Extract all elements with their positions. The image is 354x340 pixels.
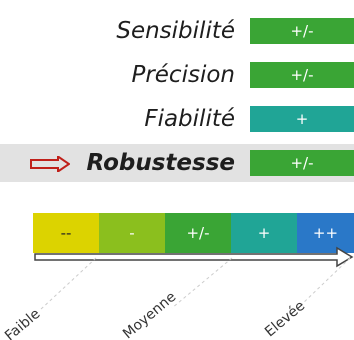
criterion-row-sensibilite: Sensibilité +/- [0, 12, 354, 50]
scale-segment: + [231, 213, 297, 253]
right-arrow-icon [30, 156, 70, 172]
criterion-rating-box: + [250, 106, 354, 132]
criterion-rating-box: +/- [250, 150, 354, 176]
criterion-row-fiabilite: Fiabilité + [0, 100, 354, 138]
scale-segment: +/- [165, 213, 231, 253]
criterion-label: Précision [131, 62, 235, 88]
criterion-row-robustesse: Robustesse +/- [0, 144, 354, 182]
scale-segment: -- [33, 213, 99, 253]
scale-segment: - [99, 213, 165, 253]
criterion-rating-box: +/- [250, 18, 354, 44]
criterion-label: Sensibilité [116, 18, 235, 44]
criterion-label: Fiabilité [144, 106, 235, 132]
criterion-label: Robustesse [86, 150, 235, 176]
criterion-rating-box: +/- [250, 62, 354, 88]
rating-scale-bar: -- - +/- + ++ [33, 213, 354, 253]
criterion-row-precision: Précision +/- [0, 56, 354, 94]
scale-segment: ++ [297, 213, 354, 253]
scale-arrow-icon [34, 246, 354, 268]
